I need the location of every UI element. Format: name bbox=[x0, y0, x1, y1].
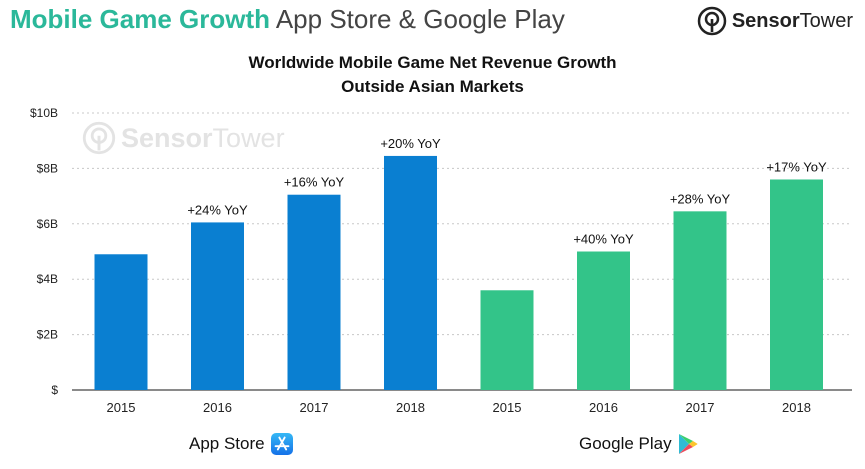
bar bbox=[770, 179, 823, 390]
data-label: +16% YoY bbox=[284, 175, 345, 190]
brand-logo: Sensor Tower bbox=[697, 6, 853, 36]
bar bbox=[384, 155, 437, 390]
app-store-icon bbox=[270, 433, 293, 455]
grid-layer bbox=[72, 112, 852, 391]
y-tick-label: $4B bbox=[37, 272, 58, 286]
y-tick-label: $10B bbox=[30, 106, 58, 120]
y-tick-label: $6B bbox=[37, 217, 58, 231]
legend-google-play-label: Google Play bbox=[579, 434, 672, 453]
x-tick-label: 2018 bbox=[396, 400, 425, 415]
legend-app-store: App Store bbox=[189, 433, 293, 455]
watermark-name-bold: Sensor bbox=[121, 122, 213, 153]
google-play-icon bbox=[678, 434, 698, 454]
page-title-bold: Mobile Game Growth bbox=[10, 4, 271, 34]
bar bbox=[673, 211, 727, 390]
data-label: +28% YoY bbox=[670, 191, 731, 206]
chart-title-line2: Outside Asian Markets bbox=[341, 77, 524, 96]
data-label: +17% YoY bbox=[766, 159, 827, 174]
data-label: +24% YoY bbox=[187, 202, 248, 217]
x-tick-label: 2018 bbox=[782, 400, 811, 415]
watermark-logo-icon bbox=[82, 121, 116, 155]
x-tick-label: 2015 bbox=[107, 400, 136, 415]
chart-title-line1: Worldwide Mobile Game Net Revenue Growth bbox=[248, 53, 617, 72]
page-title: Mobile Game Growth App Store & Google Pl… bbox=[10, 4, 565, 35]
legend-app-store-label: App Store bbox=[189, 434, 265, 453]
watermark-name-light: Tower bbox=[212, 122, 285, 153]
sensortower-logo-icon bbox=[697, 6, 727, 36]
x-tick-label: 2015 bbox=[493, 400, 522, 415]
x-tick-label: 2017 bbox=[686, 400, 715, 415]
bar-layer bbox=[94, 155, 823, 390]
label-layer: $ $2B $4B $6B $8B $10B 2015 2016 +24% YoY 2017 +16… bbox=[30, 106, 827, 415]
y-tick-label: $2B bbox=[37, 328, 58, 342]
bar bbox=[287, 194, 341, 390]
data-label: +40% YoY bbox=[573, 232, 634, 247]
data-label: +20% YoY bbox=[380, 136, 441, 151]
bar bbox=[480, 290, 534, 390]
y-tick-label: $ bbox=[51, 383, 58, 397]
x-tick-label: 2017 bbox=[300, 400, 329, 415]
brand-name-bold: Sensor bbox=[731, 9, 800, 32]
page-title-light: App Store & Google Play bbox=[275, 4, 565, 34]
y-tick-label: $8B bbox=[37, 161, 58, 175]
x-tick-label: 2016 bbox=[203, 400, 232, 415]
bar bbox=[191, 222, 244, 390]
x-tick-label: 2016 bbox=[589, 400, 618, 415]
chart-title: Worldwide Mobile Game Net Revenue Growth… bbox=[0, 51, 865, 99]
bar bbox=[94, 254, 148, 390]
watermark: Sensor Tower bbox=[82, 121, 285, 155]
brand-name-light: Tower bbox=[799, 9, 853, 32]
legend-google-play: Google Play bbox=[579, 433, 698, 455]
bar bbox=[577, 251, 630, 390]
